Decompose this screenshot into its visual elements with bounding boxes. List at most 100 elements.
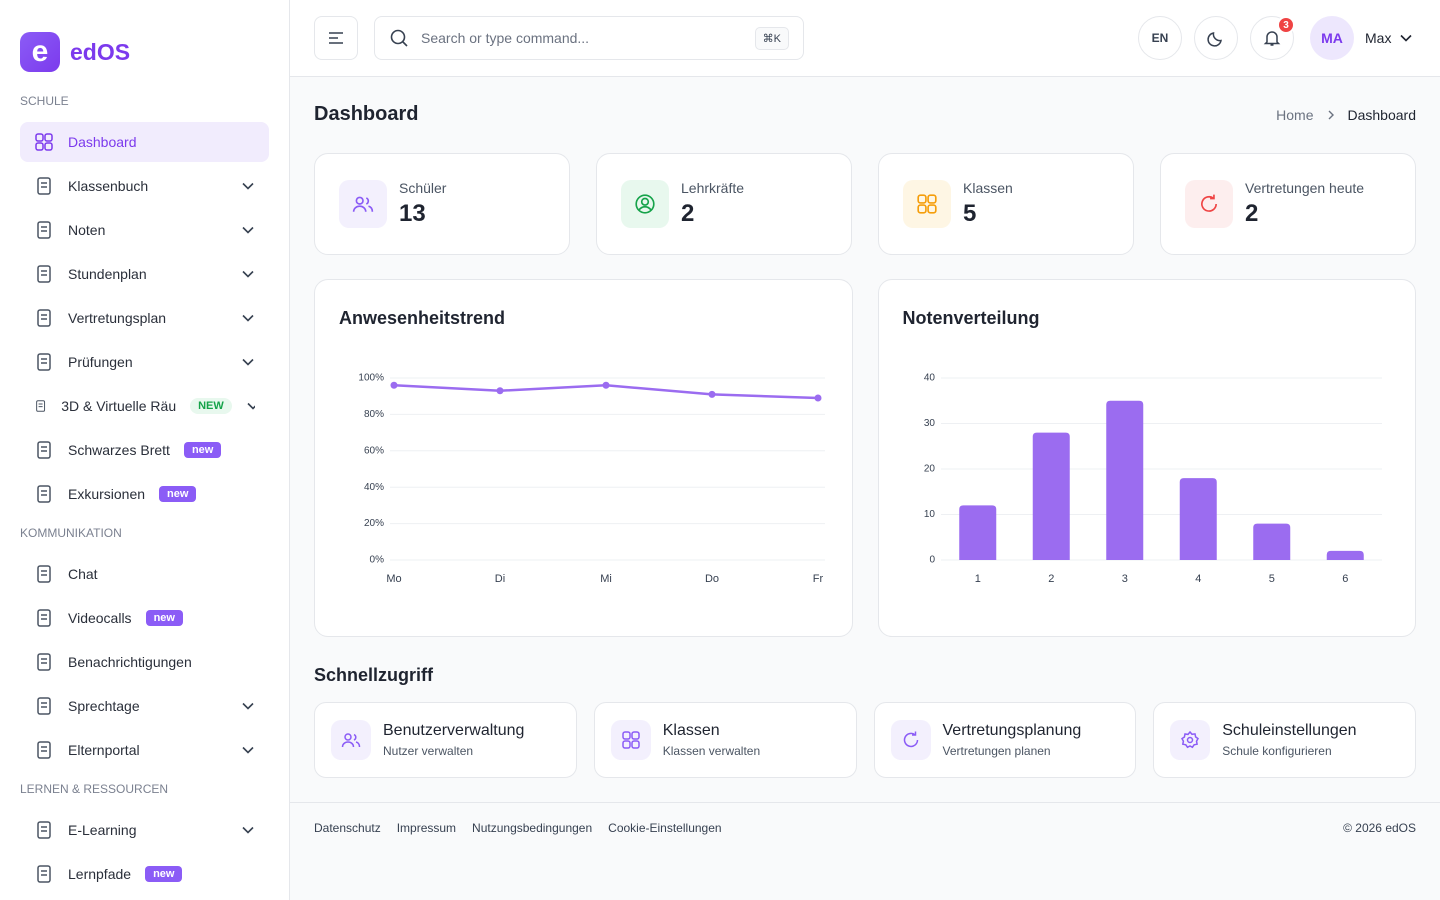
nav-item[interactable]: Chat bbox=[20, 554, 269, 594]
quick-subtitle: Vertretungen planen bbox=[942, 744, 1051, 758]
y-tick-label: 40 bbox=[923, 373, 935, 384]
nav-label: Benachrichtigungen bbox=[68, 654, 192, 670]
bar bbox=[1105, 400, 1143, 560]
nav-item[interactable]: E-Learning bbox=[20, 810, 269, 850]
icon-part bbox=[1187, 736, 1194, 744]
point bbox=[602, 381, 610, 389]
bell-icon bbox=[1263, 31, 1281, 46]
footer: Datenschutz Impressum Nutzungsbedingungen C… bbox=[290, 802, 1440, 900]
icon-part bbox=[37, 653, 51, 671]
footer-link[interactable]: Cookie-Einstellungen bbox=[608, 821, 722, 835]
quick-card[interactable]: Benutzerverwaltung Nutzer verwalten bbox=[314, 702, 577, 778]
bar bbox=[1326, 550, 1364, 560]
quick-icon bbox=[610, 720, 651, 760]
nav-item[interactable]: Exkursionen new bbox=[20, 474, 269, 514]
chevron bbox=[242, 270, 254, 278]
stat-value: 2 bbox=[1245, 200, 1259, 227]
icon bbox=[37, 821, 51, 839]
quick-title: Klassen bbox=[662, 722, 720, 739]
chevron bbox=[242, 702, 254, 710]
icon-part bbox=[37, 609, 51, 627]
icon-part bbox=[37, 221, 51, 239]
stat-value: 13 bbox=[399, 200, 426, 227]
moon-icon bbox=[1207, 32, 1222, 47]
bar bbox=[958, 505, 996, 560]
nav-label: Lernpfade bbox=[68, 866, 132, 882]
chevron bbox=[242, 314, 254, 322]
theme-button[interactable] bbox=[1194, 16, 1238, 60]
quick-card[interactable]: Schuleinstellungen Schule konfigurieren bbox=[1153, 702, 1416, 778]
stat-card: Schüler 13 bbox=[314, 153, 570, 255]
icon-part bbox=[622, 740, 631, 749]
footer-link[interactable]: Datenschutz bbox=[314, 821, 381, 835]
icon-part bbox=[917, 204, 927, 214]
chevron bbox=[242, 826, 254, 834]
icon bbox=[37, 565, 51, 583]
footer-link[interactable]: Impressum bbox=[396, 821, 457, 835]
icon bbox=[1201, 194, 1217, 212]
nav-label: 3D & Virtuelle Räu bbox=[61, 398, 177, 414]
footer-link[interactable]: Nutzungsbedingungen bbox=[472, 821, 593, 835]
nav-item[interactable]: 3D & Virtuelle Räu NEW bbox=[20, 386, 269, 426]
nav-item[interactable]: Dashboard bbox=[20, 122, 269, 162]
nav-item[interactable]: Schwarzes Brett new bbox=[20, 430, 269, 470]
nav-item[interactable]: Klassenbuch bbox=[20, 166, 269, 206]
nav-item[interactable]: Vertretungsplan bbox=[20, 298, 269, 338]
icon bbox=[37, 865, 51, 883]
stat-text: Klassen 5 bbox=[963, 180, 1013, 228]
chevron-path bbox=[242, 358, 254, 366]
chart-title: Notenverteilung bbox=[902, 308, 1040, 328]
icon bbox=[37, 221, 51, 239]
icon-part bbox=[36, 400, 46, 412]
brand[interactable]: e edOS bbox=[20, 32, 269, 72]
nav-label: Videocalls bbox=[68, 610, 132, 626]
y-tick-label: 100% bbox=[358, 373, 384, 384]
menu-button[interactable] bbox=[314, 16, 358, 60]
avatar[interactable]: MA bbox=[1310, 16, 1354, 60]
chevron bbox=[1400, 34, 1413, 42]
notifications-button[interactable]: 3 bbox=[1250, 16, 1295, 60]
user-menu[interactable]: Max bbox=[1365, 30, 1413, 46]
icon-part bbox=[44, 142, 53, 151]
section-title: LERNEN & RESSOURCEN bbox=[20, 782, 169, 796]
badge: new bbox=[183, 442, 222, 458]
icon-part bbox=[41, 826, 47, 832]
quick-card[interactable]: Klassen Klassen verwalten bbox=[593, 702, 857, 778]
badge: new bbox=[159, 486, 197, 502]
section-title: Schnellzugriff bbox=[314, 665, 434, 685]
icon-part bbox=[37, 177, 51, 195]
stat-label: Vertretungen heute bbox=[1245, 180, 1365, 196]
icon-part bbox=[640, 197, 650, 206]
nav-item[interactable]: Lernpfade new bbox=[20, 854, 269, 894]
quick-title: Vertretungsplanung bbox=[942, 722, 1082, 739]
chart: 0 10 20 30 40 1 2 3 4 5 6 bbox=[923, 373, 1382, 585]
nav-item[interactable]: Sprechtage bbox=[20, 686, 269, 726]
icon-part bbox=[44, 133, 53, 142]
x-tick-label: Do bbox=[705, 573, 719, 585]
quick-card[interactable]: Vertretungsplanung Vertretungen planen bbox=[873, 702, 1137, 778]
nav-label: Klassenbuch bbox=[68, 178, 149, 194]
icon bbox=[37, 485, 51, 503]
language-button[interactable]: EN bbox=[1138, 16, 1182, 60]
nav-item[interactable]: Stundenplan bbox=[20, 254, 269, 294]
icon-part bbox=[37, 741, 51, 759]
x-tick-label: 1 bbox=[974, 573, 980, 585]
icon-part bbox=[352, 197, 374, 212]
breadcrumb-link[interactable]: Home bbox=[1276, 107, 1314, 123]
chevron-path bbox=[242, 746, 254, 754]
nav-item[interactable]: Prüfungen bbox=[20, 342, 269, 382]
search[interactable]: Search or type command... ⌘K bbox=[374, 16, 804, 60]
icon-part bbox=[37, 485, 51, 503]
nav-item[interactable]: Benachrichtigungen bbox=[20, 642, 269, 682]
nav-item[interactable]: Elternportal bbox=[20, 730, 269, 770]
nav-label: Sprechtage bbox=[68, 698, 140, 714]
stat-icon bbox=[339, 180, 387, 228]
nav-item[interactable]: Noten bbox=[20, 210, 269, 250]
nav-item[interactable]: Videocalls new bbox=[20, 598, 269, 638]
icon-part bbox=[927, 204, 937, 214]
stat-card: Vertretungen heute 2 bbox=[1160, 153, 1416, 255]
icon bbox=[35, 133, 53, 151]
icon bbox=[622, 731, 640, 749]
stat-text: Lehrkräfte 2 bbox=[681, 180, 744, 228]
nav-label: Elternportal bbox=[68, 742, 140, 758]
